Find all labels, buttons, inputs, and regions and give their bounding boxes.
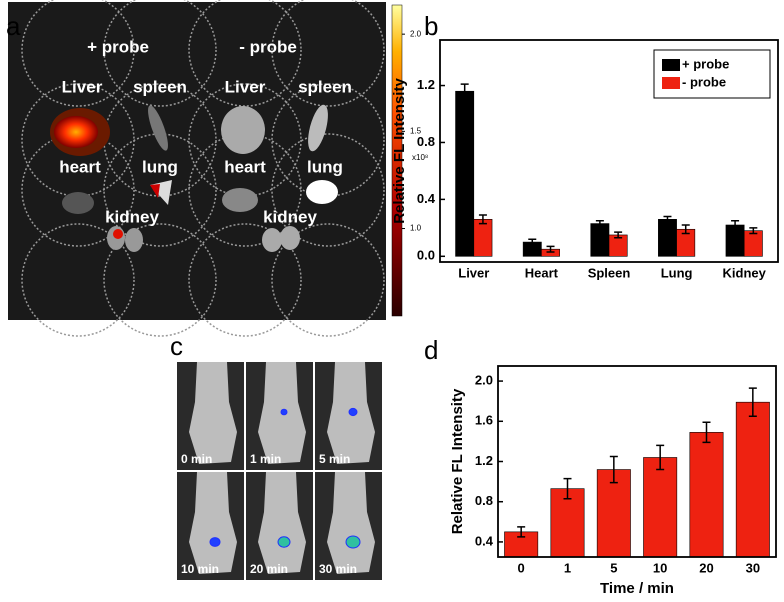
x-tick-label: Kidney [723, 265, 767, 280]
plot-frame [439, 39, 779, 263]
time-label: 20 min [250, 562, 288, 576]
mouse [327, 472, 375, 574]
bar [743, 230, 763, 257]
bar [455, 90, 475, 257]
legend-label: - probe [682, 74, 726, 89]
y-axis-label: Relative FL Intensity [391, 78, 408, 224]
organ-label: Liver [62, 77, 103, 96]
image-c: 0 min 1 min 5 min 10 min 20 min 30 min [175, 360, 385, 582]
x-tick-label: Liver [458, 265, 489, 280]
organ-label: + probe [87, 37, 149, 56]
time-label: 10 min [181, 562, 219, 576]
legend-frame [653, 49, 771, 99]
organ-label: spleen [133, 77, 187, 96]
mouse [258, 472, 306, 574]
error-bar [663, 215, 672, 223]
colorbar-tick-label: 2.0 [410, 29, 422, 38]
error-bar [517, 526, 526, 538]
error-bar [702, 421, 711, 444]
colorbar-tick-label: 1.0 [410, 224, 422, 233]
mouse [189, 472, 237, 574]
panel-label: d [424, 335, 438, 365]
y-tick-label: 2.0 [475, 373, 493, 388]
error-bar [681, 224, 690, 235]
organ-label: spleen [298, 77, 352, 96]
organ-label: kidney [263, 207, 317, 226]
error-bar [546, 245, 555, 253]
time-label: 0 min [181, 452, 212, 466]
bar [735, 401, 770, 558]
bar [596, 469, 631, 558]
plot-frame [497, 365, 777, 558]
mouse [189, 362, 237, 464]
organ-label: kidney [105, 207, 159, 226]
error-bar [656, 444, 665, 471]
y-tick-label: 0.8 [417, 134, 435, 149]
error-bar [478, 214, 487, 225]
time-label: 1 min [250, 452, 281, 466]
x-tick-label: Heart [525, 265, 559, 280]
x-tick-label: 10 [653, 560, 667, 575]
legend-swatch [662, 77, 680, 89]
x-tick-label: 30 [746, 560, 760, 575]
error-bar [460, 83, 469, 100]
legend-label: + probe [682, 56, 729, 71]
x-tick-label: 0 [518, 560, 525, 575]
x-tick-label: Lung [661, 265, 693, 280]
error-bar [563, 477, 572, 500]
panel-label: c [170, 331, 183, 361]
signal [280, 408, 288, 416]
error-bar [748, 387, 757, 418]
colorbar-unit: x10⁸ [412, 153, 428, 162]
x-tick-label: Spleen [588, 265, 631, 280]
organ-label: heart [224, 157, 266, 176]
y-tick-label: 1.6 [475, 413, 493, 428]
signal [277, 536, 291, 548]
x-tick-label: 20 [699, 560, 713, 575]
bar [550, 488, 585, 558]
bar [590, 223, 610, 257]
y-tick-label: 1.2 [475, 453, 493, 468]
time-label: 5 min [319, 452, 350, 466]
error-bar [731, 219, 740, 231]
bar [689, 432, 724, 558]
organ-label: lung [142, 157, 178, 176]
bar [658, 219, 677, 257]
organ-label: lung [307, 157, 343, 176]
error-bar [528, 238, 537, 246]
organ-label: Liver [225, 77, 266, 96]
image-a [8, 0, 403, 337]
y-axis-label: Relative FL Intensity [449, 388, 466, 534]
error-bar [609, 455, 618, 484]
panel-label: b [424, 11, 438, 41]
error-bar [595, 219, 604, 228]
y-tick-label: 0.4 [417, 191, 436, 206]
colorbar-tick-label: 1.5 [410, 126, 422, 135]
y-tick-label: 0.8 [475, 493, 493, 508]
x-tick-label: 1 [564, 560, 571, 575]
bar [643, 457, 678, 558]
legend-swatch [662, 59, 680, 71]
error-bar [614, 231, 623, 239]
signal [209, 537, 221, 547]
organ-label: - probe [239, 37, 297, 56]
y-tick-label: 0.4 [475, 533, 494, 548]
x-tick-label: 5 [610, 560, 617, 575]
panel-label: a [6, 11, 21, 41]
error-bar [749, 227, 758, 235]
signal [345, 535, 361, 549]
y-tick-label: 0.0 [417, 248, 435, 263]
signal [348, 407, 358, 417]
time-label: 30 min [319, 562, 357, 576]
x-axis-label: Time / min [600, 580, 674, 597]
y-tick-label: 1.2 [417, 77, 435, 92]
organ-label: heart [59, 157, 101, 176]
bar [473, 219, 493, 257]
